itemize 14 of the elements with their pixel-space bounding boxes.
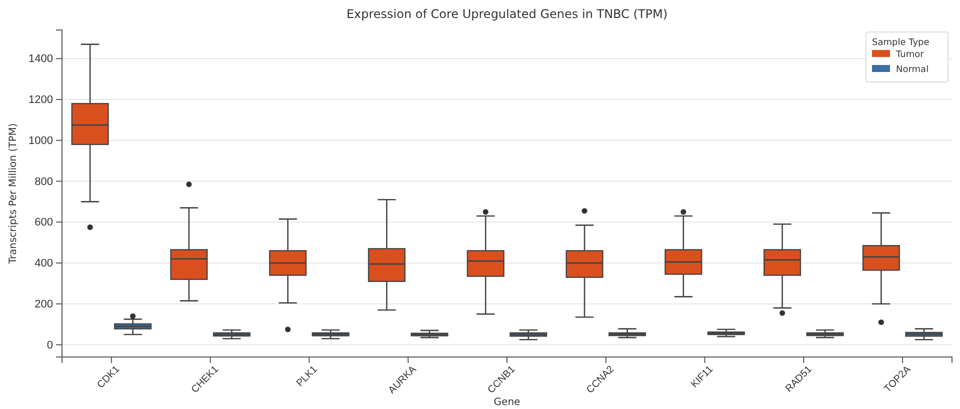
y-tick-label: 1200	[28, 94, 53, 106]
legend-label: Normal	[896, 65, 929, 75]
legend-title: Sample Type	[872, 38, 930, 48]
y-axis-title: Transcripts Per Million (TPM)	[8, 123, 19, 265]
legend-label: Tumor	[895, 50, 924, 60]
x-axis-title: Gene	[494, 397, 520, 408]
y-tick-label: 600	[34, 216, 53, 229]
y-tick-label: 1000	[28, 134, 53, 147]
y-tick-label: 0	[46, 339, 53, 352]
y-tick-label: 1400	[28, 53, 53, 66]
y-tick-label: 800	[34, 176, 53, 188]
y-tick-label: 400	[34, 258, 53, 270]
chart-title: Expression of Core Upregulated Genes in TNBC (TPM)	[346, 7, 668, 21]
y-tick-label: 200	[34, 298, 53, 310]
